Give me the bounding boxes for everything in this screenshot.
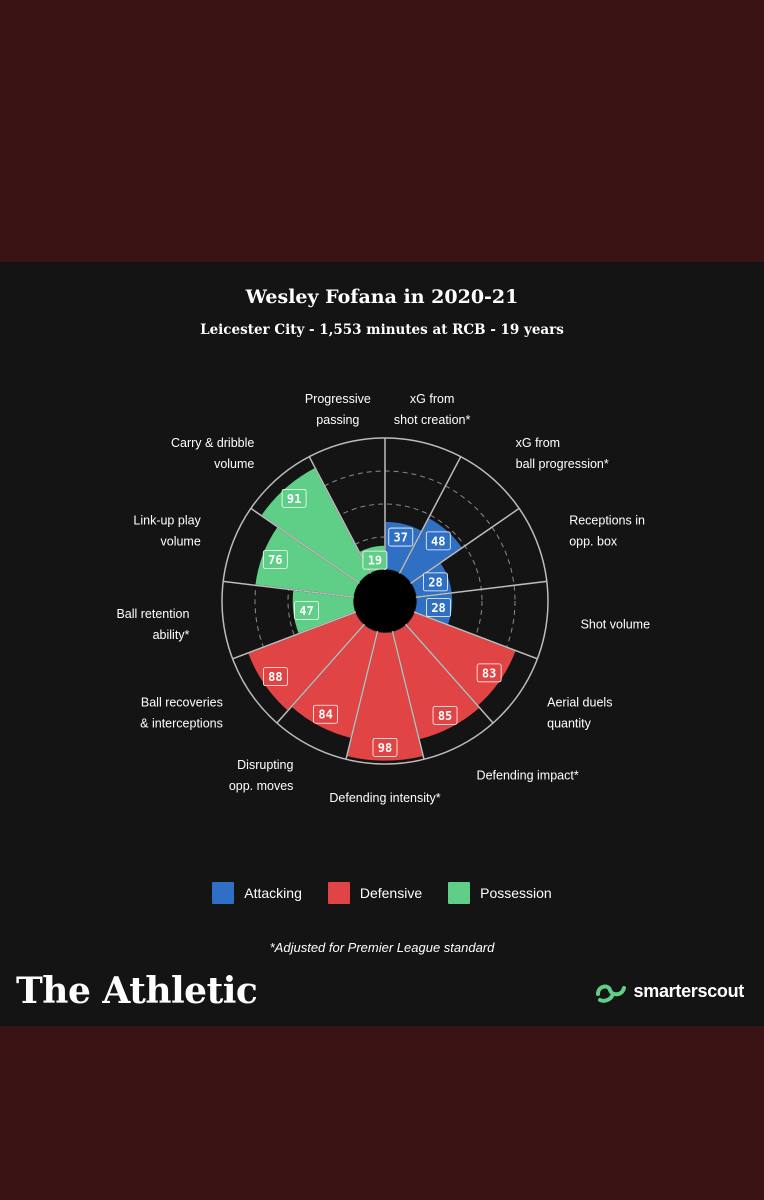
value-badge-9 [263,667,288,687]
legend-label-defensive: Defensive [359,885,423,901]
value-badge-1 [388,527,414,547]
legend-swatch-defensive [327,882,350,904]
the-athletic-logo: The Athletic [16,970,258,1012]
value-label-1: 37 [394,531,408,545]
bottom-background [0,1026,764,1200]
value-label-8: 84 [318,708,332,722]
value-label-10: 47 [299,604,313,618]
value-badge-11 [262,549,288,569]
value-label-4: 28 [431,601,445,615]
radar-spoke-3 [410,507,520,585]
category-label-12: Carry & dribble volume [171,436,254,471]
value-badge-10 [294,601,319,620]
radar-spoke-2 [398,456,462,574]
value-badge-6 [432,706,458,725]
category-label-10: Ball retention ability* [116,607,189,642]
value-label-11: 76 [268,553,282,567]
radar-spoke-10 [232,611,357,660]
radar-spoke-7 [391,630,425,760]
footnote: *Adjusted for Premier League standard [269,940,495,955]
radar-spoke-4 [415,580,547,599]
smarterscout-logo: smarterscout [594,978,744,1004]
category-label-8: Disrupting opp. moves [229,758,294,793]
category-label-11: Link-up play volume [133,514,201,549]
radar-chart: 37 48 28 28 83 85 98 84 88 47 76 91 19 xG from shot cr… [116,392,651,805]
value-badge-4 [426,598,451,617]
radar-spoke-13 [308,456,372,574]
radar-spoke-11 [223,580,355,599]
category-label-1: xG from shot creation* [394,392,471,427]
value-label-6: 85 [438,709,452,723]
legend-swatch-possession [448,882,471,904]
value-label-9: 88 [268,670,282,684]
legend-label-possession: Possession [480,885,552,901]
chart-legend: Attacking Defensive Possession [0,880,764,906]
value-label-3: 28 [428,575,442,589]
chart-subtitle: Leicester City - 1,553 minutes at RCB - … [200,322,564,338]
category-label-6: Defending impact* [477,768,579,782]
legend-swatch-attacking [212,882,235,904]
radar-spoke-12 [250,507,360,585]
legend-label-attacking: Attacking [244,885,302,901]
category-label-9: Ball recoveries & interceptions [140,695,223,730]
radar-spoke-5 [413,611,538,660]
radar-spoke-8 [345,630,379,760]
legend-item-possession: Possession [448,882,552,904]
value-badge-5 [476,663,502,683]
radar-center [354,570,416,632]
smarterscout-icon [595,984,626,1003]
value-badge-7 [372,737,398,757]
radar-spoke-9 [276,623,366,724]
radar-wedge-9 [246,611,366,713]
chart-title: Wesley Fofana in 2020-21 [245,286,519,308]
legend-item-attacking: Attacking [212,882,302,904]
radar-grid-ring-2 [287,503,483,699]
value-badge-13 [362,550,388,570]
value-label-13: 19 [368,554,382,568]
value-label-5: 83 [482,666,496,680]
value-badge-8 [313,704,338,724]
value-label-2: 48 [431,534,445,548]
radar-spoke-6 [404,623,494,724]
value-label-7: 98 [378,741,392,755]
category-label-5: Aerial duels quantity [547,695,612,730]
category-label-7: Defending intensity* [329,791,440,805]
category-label-2: xG from ball progression* [516,436,609,471]
smarterscout-text: smarterscout [633,980,745,1001]
chart-card: Wesley Fofana in 2020-21 Leicester City … [0,262,764,1026]
category-label-3: Receptions in opp. box [569,514,645,549]
category-label-13: Progressive passing [305,392,371,427]
value-label-12: 91 [287,492,301,506]
value-badge-3 [423,572,448,592]
top-background [0,0,764,262]
legend-item-defensive: Defensive [327,882,423,904]
value-badge-12 [281,488,307,508]
value-badge-2 [425,531,451,551]
category-label-4: Shot volume [581,618,651,632]
